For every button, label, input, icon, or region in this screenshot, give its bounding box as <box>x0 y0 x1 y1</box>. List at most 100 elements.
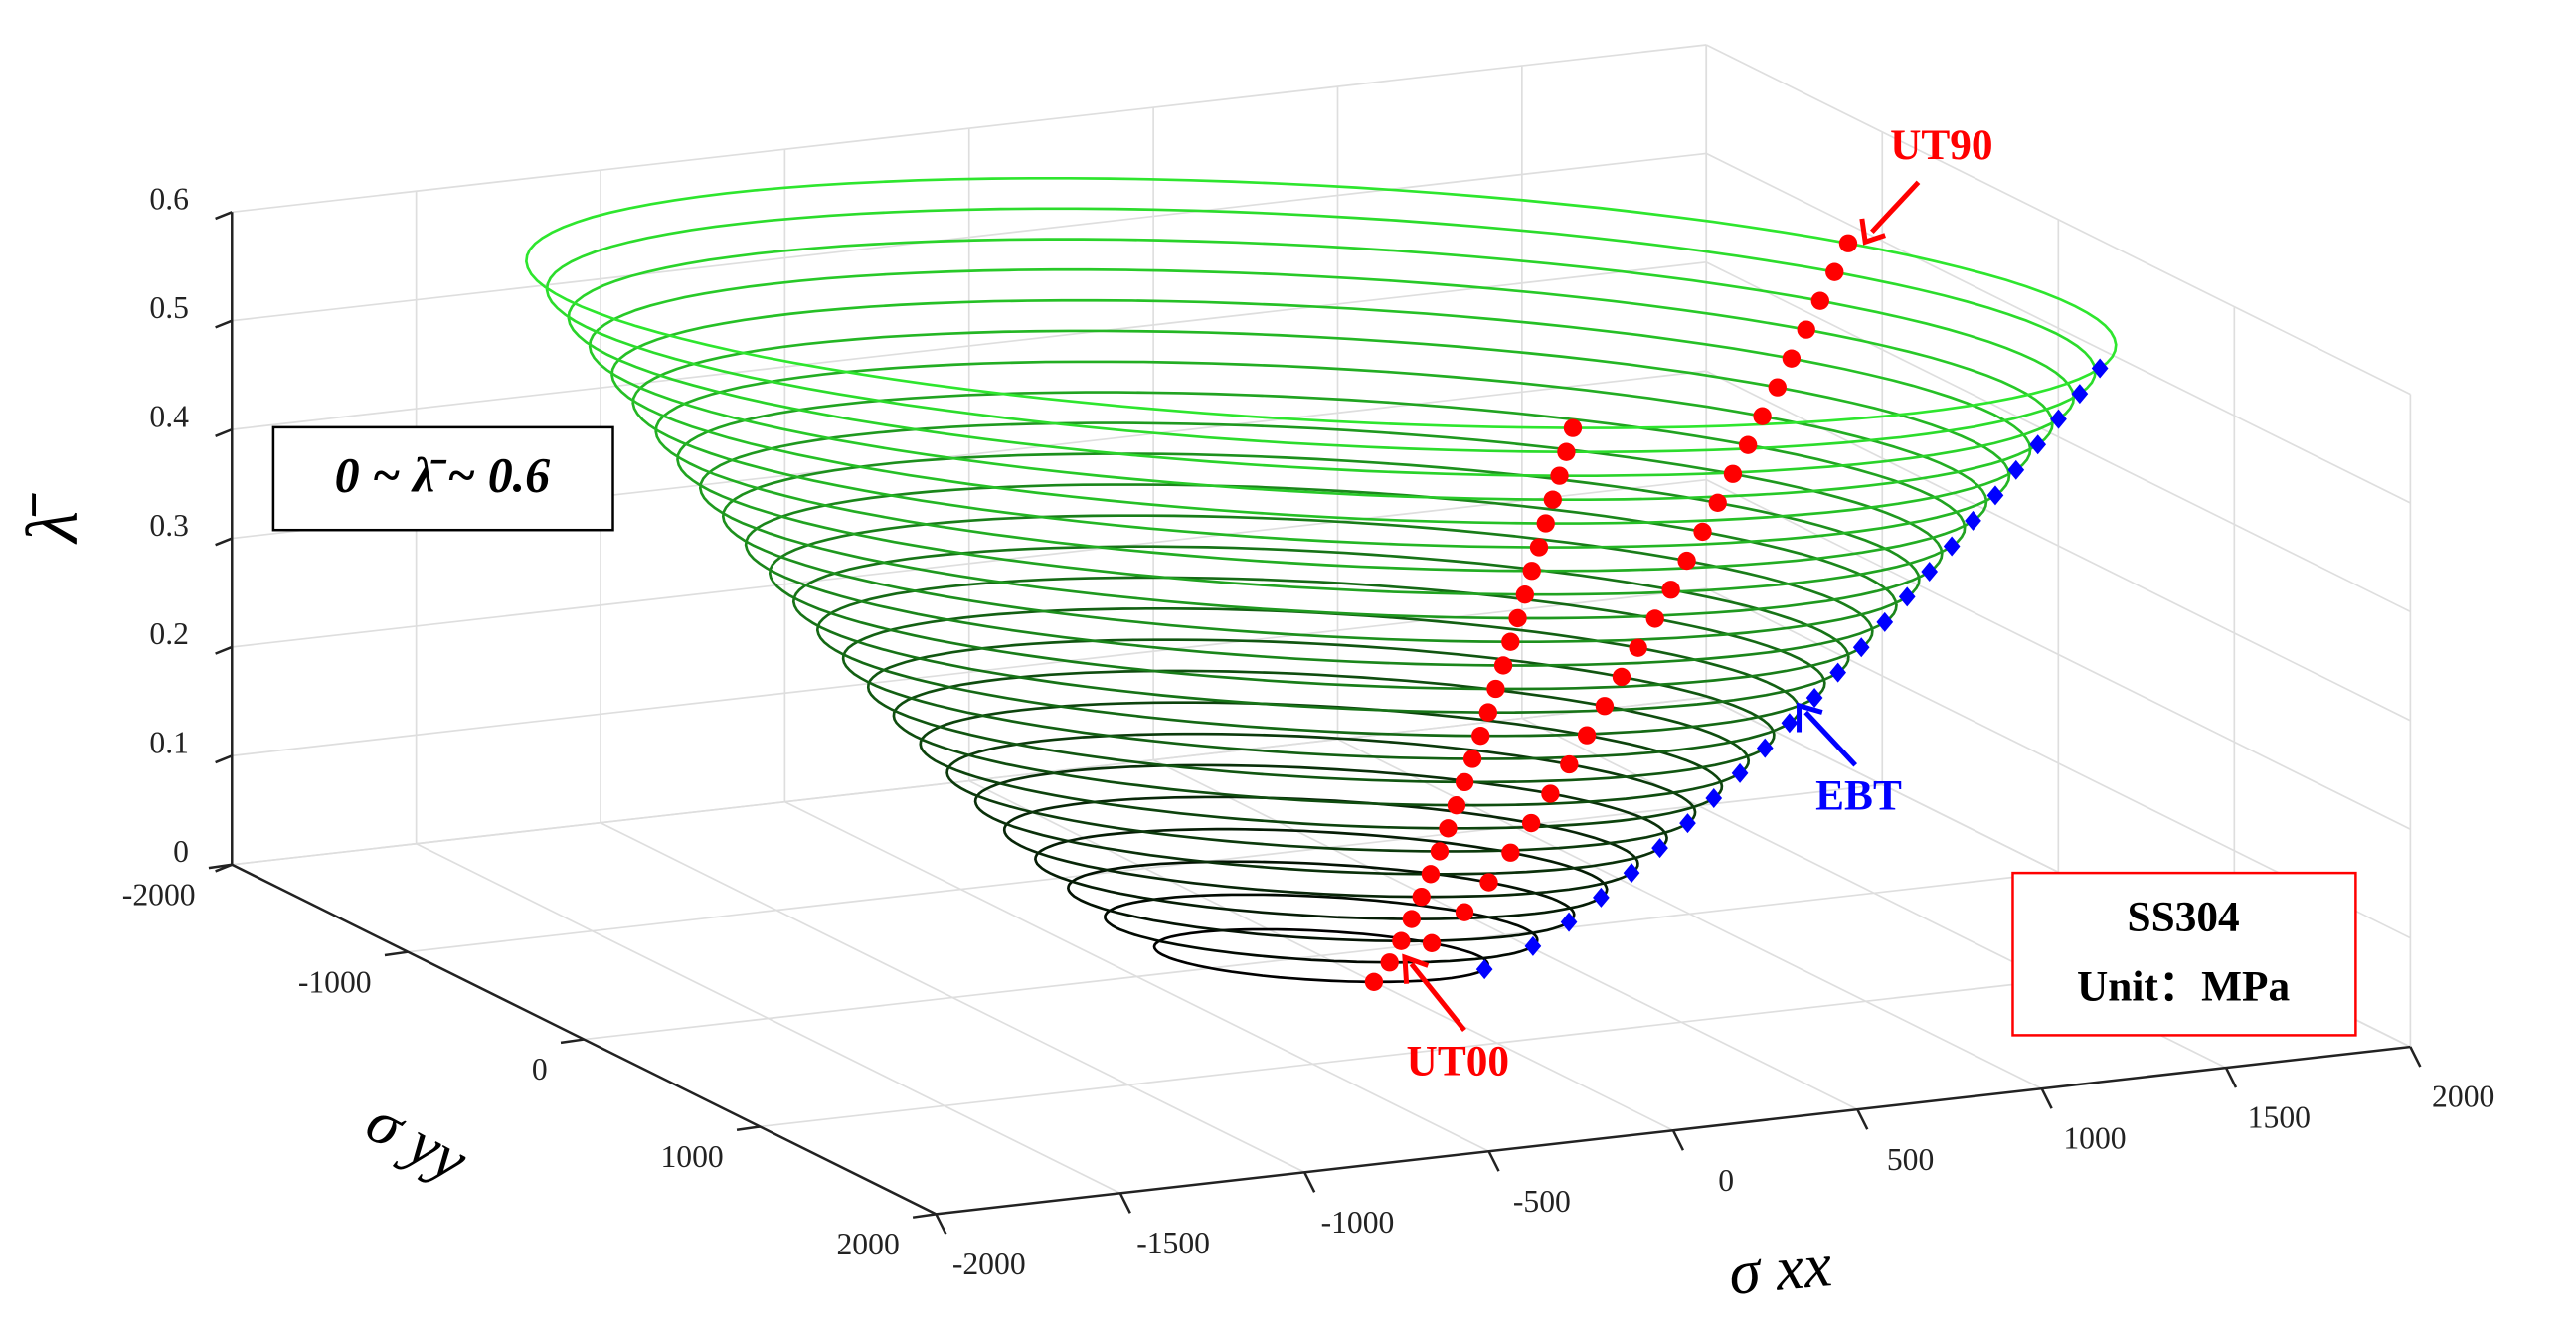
marker <box>1825 262 1844 281</box>
marker <box>1402 910 1421 928</box>
marker <box>1447 796 1466 815</box>
marker <box>1577 726 1597 745</box>
marker <box>1421 865 1441 884</box>
arrow <box>1803 710 1858 767</box>
y-tick-label: -1000 <box>298 964 372 999</box>
markers <box>1364 234 2109 991</box>
tick-mark <box>2224 1067 2238 1088</box>
tick-mark <box>384 950 409 957</box>
marker <box>1462 750 1482 768</box>
series-label: UT00 <box>1407 1037 1509 1084</box>
marker <box>1629 638 1647 657</box>
marker <box>1521 813 1541 833</box>
marker <box>1612 667 1631 687</box>
marker <box>1508 608 1527 628</box>
x-tick-label: 1000 <box>2063 1121 2126 1156</box>
surface <box>525 176 2118 984</box>
y-tick-label: 2000 <box>836 1227 899 1261</box>
tick-mark <box>736 1125 761 1132</box>
arrow-head <box>1859 218 1886 246</box>
marker <box>1501 843 1520 862</box>
tick-mark <box>1671 1129 1685 1151</box>
labels: 0 0.1 0.2 0.3 0.4 0.5 0.6 -2000 -1000 0 1000 2000 -2… <box>122 121 2495 1281</box>
marker <box>1723 464 1743 483</box>
marker <box>1810 291 1829 310</box>
marker <box>1412 887 1431 907</box>
x-tick-label: 500 <box>1887 1142 1934 1177</box>
marker <box>1781 713 1799 734</box>
tick-mark <box>912 1213 937 1219</box>
marker <box>1560 912 1578 932</box>
grid <box>231 44 2412 1216</box>
grid-line <box>760 958 2235 1128</box>
marker <box>1898 586 1916 607</box>
info-box <box>2011 871 2357 1037</box>
grid-line <box>584 871 2059 1041</box>
marker <box>1475 959 1493 980</box>
marker <box>1753 407 1772 425</box>
grid-line <box>232 44 1707 214</box>
y-axis-label: σ yy <box>356 1085 480 1196</box>
marker <box>1768 378 1787 397</box>
y-tick-label: 1000 <box>660 1139 723 1174</box>
marker <box>1522 562 1541 581</box>
arrows <box>1402 180 1921 1032</box>
range-label: 0 ~ λ̄ ~ 0.6 <box>335 447 551 503</box>
marker <box>2007 459 2025 480</box>
grid-line <box>1705 261 2411 613</box>
marker <box>1557 442 1576 461</box>
marker <box>1756 738 1774 758</box>
arrow-head <box>1402 953 1430 984</box>
marker <box>1380 953 1399 972</box>
axes <box>208 211 2422 1235</box>
marker <box>1731 762 1749 783</box>
marker <box>1515 585 1534 604</box>
marker <box>1439 819 1458 838</box>
tick-mark <box>215 645 233 655</box>
tick-mark <box>560 1038 585 1045</box>
marker <box>1797 320 1815 339</box>
grid-line <box>1705 44 2411 396</box>
marker <box>1563 418 1583 437</box>
marker <box>1805 688 1823 709</box>
range-box <box>271 425 614 532</box>
z-tick-label: 0.6 <box>149 182 189 217</box>
grid-line <box>232 152 1707 322</box>
x-tick-label: 2000 <box>2432 1080 2494 1114</box>
series-label: EBT <box>1815 772 1902 820</box>
marker <box>1965 510 1981 531</box>
marker <box>1705 787 1723 808</box>
tick-mark <box>215 211 233 221</box>
marker <box>1623 863 1640 884</box>
y-tick-label: 0 <box>532 1052 548 1086</box>
grid-line <box>1705 478 2411 830</box>
x-tick-label: -1500 <box>1136 1226 1210 1260</box>
x-tick-label: -1000 <box>1321 1205 1395 1240</box>
marker <box>1524 935 1542 956</box>
x-tick-label: -500 <box>1513 1184 1571 1219</box>
tick-mark <box>1856 1108 1869 1130</box>
marker <box>1541 784 1560 803</box>
marker <box>1921 561 1939 582</box>
x-tick-label: 1500 <box>2248 1100 2311 1135</box>
marker <box>1364 972 1384 991</box>
marker <box>1392 931 1411 950</box>
marker <box>1478 703 1497 722</box>
tick-mark <box>215 754 233 764</box>
contour <box>744 483 1898 667</box>
marker <box>1876 611 1894 632</box>
marker <box>1708 493 1727 513</box>
arrow <box>1409 962 1466 1032</box>
tick-mark <box>208 863 233 870</box>
marker <box>1501 632 1520 651</box>
z-tick-label: 0.2 <box>149 616 189 651</box>
marker <box>1852 637 1870 658</box>
marker <box>1560 754 1579 774</box>
marker <box>1738 435 1758 454</box>
marker <box>1430 842 1450 861</box>
unit-label: Unit：MPa <box>2077 962 2290 1010</box>
marker <box>1550 466 1569 485</box>
tick-mark <box>215 537 233 547</box>
